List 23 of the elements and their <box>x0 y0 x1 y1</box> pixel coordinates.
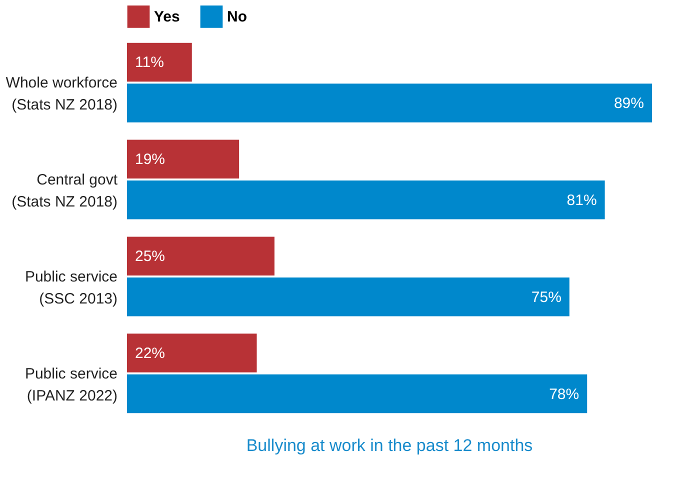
bar <box>127 374 588 414</box>
data-label: 19% <box>135 151 166 168</box>
data-label: 22% <box>135 345 166 362</box>
bar <box>127 180 605 220</box>
bar <box>127 42 192 82</box>
data-label: 75% <box>531 288 562 306</box>
bar <box>127 236 274 276</box>
data-label: 81% <box>566 192 597 209</box>
bar <box>127 277 570 316</box>
y-tick-label: Public service (IPANZ 2022) <box>24 365 118 404</box>
bar <box>127 140 240 179</box>
data-label: 78% <box>549 386 580 403</box>
y-tick-label: Public service (SSC 2013) <box>24 268 118 308</box>
bar <box>127 334 257 372</box>
legend-label: Yes <box>154 8 180 26</box>
data-label: 11% <box>135 54 164 72</box>
data-label: 25% <box>135 248 166 266</box>
y-tick-label: Whole workforce (Stats NZ 2018) <box>6 74 118 114</box>
bar <box>127 84 652 122</box>
x-axis-title: Bullying at work in the past 12 months <box>246 436 533 455</box>
y-tick-label: Central govt (Stats NZ 2018) <box>12 172 118 211</box>
legend-label: No <box>227 8 247 26</box>
data-label: 89% <box>614 94 644 112</box>
